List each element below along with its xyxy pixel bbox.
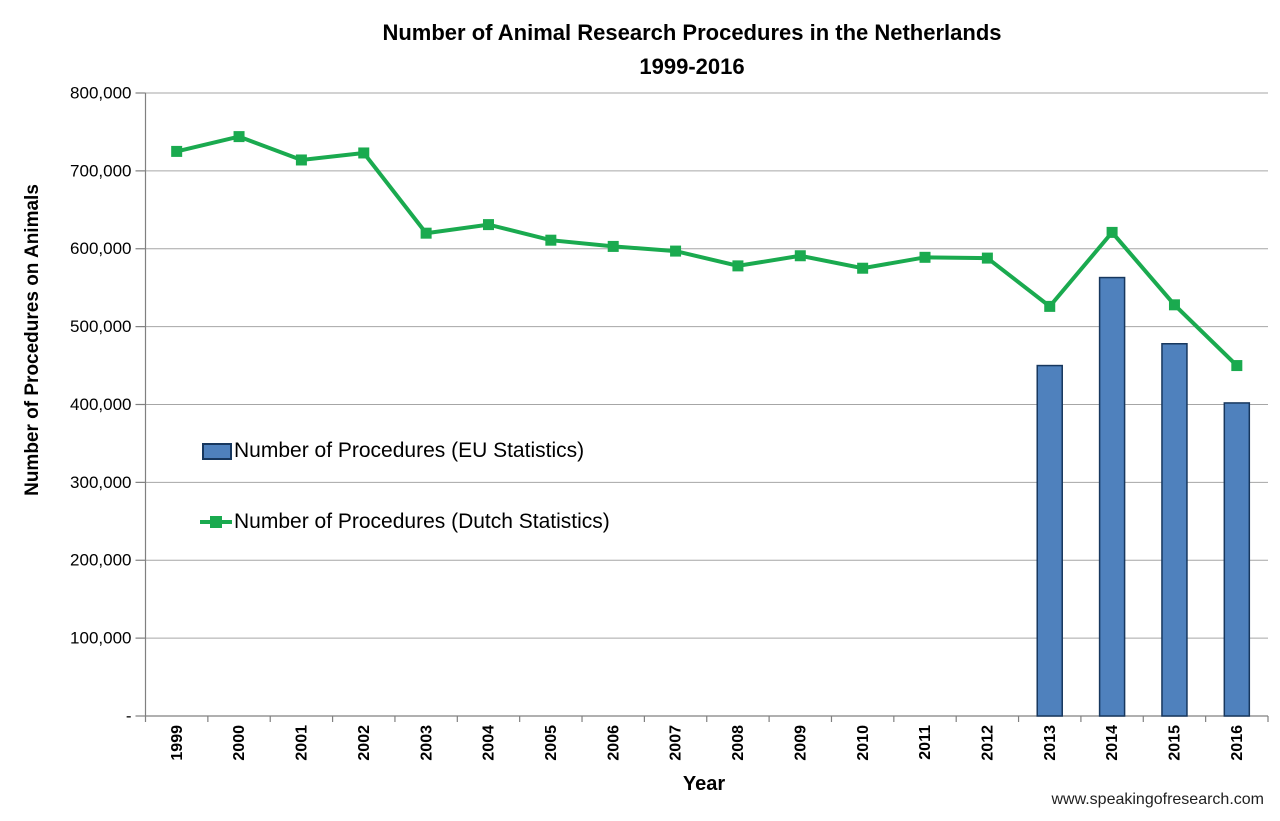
y-tick-label-7: 700,000 (70, 161, 131, 180)
y-tick-label-8: 800,000 (70, 83, 131, 102)
y-tick-label-1: 100,000 (70, 629, 131, 648)
x-tick-label-2007: 2007 (668, 725, 685, 761)
x-tick-label-2009: 2009 (792, 725, 809, 761)
marker-2009 (794, 250, 806, 262)
chart-title: Number of Animal Research Procedures in … (382, 20, 1002, 45)
y-tick-label-3: 300,000 (70, 473, 131, 492)
marker-2011 (919, 251, 931, 263)
marker-2010 (857, 262, 869, 274)
marker-2015 (1168, 299, 1180, 311)
x-tick-label-2003: 2003 (418, 725, 435, 761)
legend-item-dutch-statistics: Number of Procedures (Dutch Statistics) (200, 509, 610, 535)
y-tick-label-6: 600,000 (70, 239, 131, 258)
marker-2008 (732, 260, 744, 272)
marker-2014 (1106, 226, 1118, 238)
x-tick-label-2010: 2010 (855, 725, 872, 761)
x-tick-label-2001: 2001 (294, 725, 311, 761)
x-tick-label-2011: 2011 (917, 725, 934, 760)
eu-series-swatch-icon (202, 442, 232, 460)
dutch-series-swatch-icon (200, 509, 232, 535)
dutch-series-marker-icon (210, 516, 222, 528)
chart-title-block: Number of Animal Research Procedures in … (110, 19, 1274, 80)
bar-2014 (1098, 276, 1126, 717)
x-tick-label-1999: 1999 (169, 725, 186, 761)
x-tick-label-2006: 2006 (605, 725, 622, 761)
y-tick-label-2: 200,000 (70, 551, 131, 570)
marker-2016 (1231, 360, 1243, 372)
x-tick-label-2000: 2000 (231, 725, 248, 761)
marker-2006 (607, 240, 619, 252)
dutch-statistics-line (176, 134, 1239, 367)
x-tick-label-2002: 2002 (356, 725, 373, 761)
bar-2016 (1223, 402, 1251, 717)
x-tick-label-2008: 2008 (730, 725, 747, 761)
legend-label-dutch: Number of Procedures (Dutch Statistics) (234, 510, 610, 533)
x-tick-label-2012: 2012 (979, 725, 996, 761)
marker-1999 (171, 145, 183, 157)
y-tick-label-5: 500,000 (70, 317, 131, 336)
marker-2002 (358, 147, 370, 159)
x-tick-label-2016: 2016 (1229, 725, 1246, 761)
x-tick-label-2014: 2014 (1104, 725, 1121, 761)
bar-2013 (1036, 364, 1063, 717)
x-axis-title: Year (682, 773, 726, 795)
legend-label-eu: Number of Procedures (EU Statistics) (234, 439, 585, 462)
marker-2012 (981, 252, 993, 264)
y-tick-label-4: 400,000 (70, 395, 131, 414)
marker-2004 (482, 219, 494, 231)
y-tick-label-0: - (126, 706, 132, 725)
bar-2015 (1161, 343, 1188, 717)
x-tick-label-2005: 2005 (543, 725, 560, 761)
x-tick-label-2015: 2015 (1167, 725, 1184, 761)
chart-subtitle: 1999-2016 (639, 54, 745, 79)
footer-url: www.speakingofresearch.com (1051, 791, 1264, 808)
x-tick-label-2013: 2013 (1042, 725, 1059, 761)
legend-item-eu-statistics: Number of Procedures (EU Statistics) (202, 438, 584, 464)
marker-2005 (545, 234, 557, 246)
x-tick-label-2004: 2004 (481, 725, 498, 761)
marker-2007 (670, 245, 682, 257)
marker-2013 (1044, 300, 1056, 312)
marker-2003 (420, 227, 432, 239)
marker-2001 (295, 154, 307, 166)
marker-2000 (233, 131, 245, 143)
